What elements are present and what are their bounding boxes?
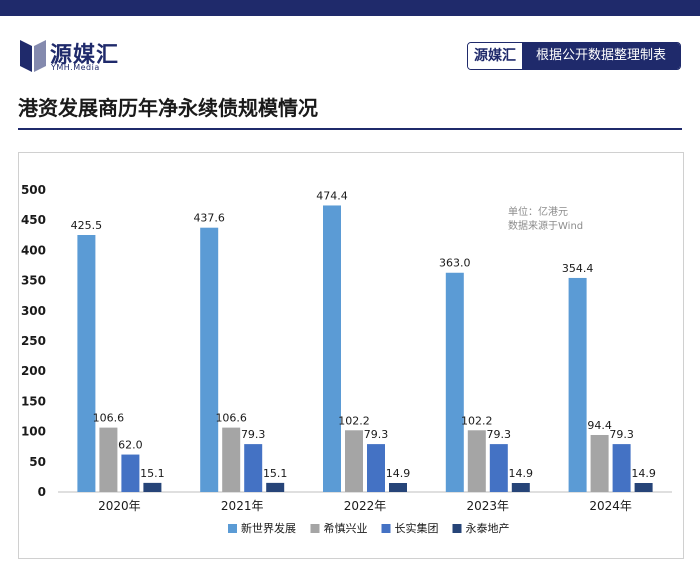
bar: [143, 482, 162, 492]
source-brand: 源媒汇: [468, 43, 522, 69]
data-label: 102.2: [461, 414, 493, 427]
data-label: 106.6: [93, 412, 125, 425]
y-tick-label: 250: [21, 334, 46, 348]
legend-swatch: [452, 524, 462, 533]
bar: [389, 483, 407, 492]
bar: [634, 483, 653, 492]
bar: [200, 227, 219, 492]
bar: [345, 430, 363, 492]
y-tick-label: 500: [21, 183, 46, 197]
y-tick-label: 100: [21, 425, 46, 439]
y-tick-label: 50: [29, 455, 46, 469]
unit-note: 单位：亿港元: [508, 205, 568, 218]
logo-subtitle: YMH.Media: [51, 63, 100, 72]
source-note: 数据来源于Wind: [508, 219, 583, 232]
x-tick-label: 2022年: [344, 499, 387, 513]
legend-label: 永泰地产: [466, 521, 510, 535]
data-label: 474.4: [316, 189, 348, 202]
logo-text: 源媒汇: [50, 43, 120, 68]
y-tick-label: 350: [21, 274, 46, 288]
data-label: 14.9: [386, 467, 411, 480]
data-label: 14.9: [631, 467, 656, 480]
title-divider: [18, 128, 682, 130]
data-label: 106.6: [215, 412, 247, 425]
bar: [266, 482, 285, 492]
data-label: 94.4: [587, 419, 612, 432]
data-label: 79.3: [609, 428, 634, 441]
chart-frame: [18, 152, 684, 559]
y-tick-label: 200: [21, 364, 46, 378]
data-label: 79.3: [241, 428, 266, 441]
x-tick-label: 2021年: [221, 499, 264, 513]
page-title: 港资发展商历年净永续债规模情况: [18, 96, 318, 120]
legend-swatch: [228, 524, 237, 533]
data-label: 79.3: [364, 428, 389, 441]
legend-swatch: [310, 524, 320, 533]
bar: [590, 434, 609, 492]
bar: [77, 234, 96, 493]
x-tick-label: 2024年: [589, 499, 632, 513]
y-tick-label: 300: [21, 304, 46, 318]
y-tick-label: 400: [21, 243, 46, 257]
logo-icon: [20, 40, 46, 72]
data-label: 425.5: [71, 219, 103, 232]
data-label: 15.1: [140, 467, 165, 480]
data-label: 62.0: [118, 439, 143, 452]
legend-label: 希慎兴业: [324, 521, 368, 535]
legend-swatch: [381, 524, 391, 533]
bar: [445, 272, 464, 492]
source-badge: 源媒汇 根据公开数据整理制表: [467, 42, 681, 70]
y-tick-label: 0: [38, 485, 46, 499]
bar: [121, 454, 140, 492]
legend-label: 新世界发展: [241, 521, 296, 535]
bar: [367, 444, 385, 492]
data-label: 15.1: [263, 467, 288, 480]
bar: [568, 277, 587, 492]
x-tick-label: 2023年: [467, 499, 510, 513]
y-tick-label: 450: [21, 213, 46, 227]
top-bar: [0, 0, 700, 16]
data-label: 79.3: [487, 428, 512, 441]
bar: [467, 430, 486, 492]
bar: [99, 427, 118, 492]
data-label: 363.0: [439, 257, 471, 270]
bar: [323, 205, 341, 492]
bar: [511, 483, 530, 492]
data-label: 354.4: [562, 262, 594, 275]
legend-label: 长实集团: [395, 521, 439, 535]
bar: [612, 444, 631, 492]
source-description: 根据公开数据整理制表: [522, 43, 680, 69]
bar: [222, 427, 241, 492]
data-label: 437.6: [193, 212, 225, 225]
bar: [489, 444, 508, 492]
y-tick-label: 150: [21, 394, 46, 408]
x-tick-label: 2020年: [98, 499, 141, 513]
data-label: 14.9: [509, 467, 534, 480]
bar: [244, 444, 263, 492]
data-label: 102.2: [338, 414, 370, 427]
